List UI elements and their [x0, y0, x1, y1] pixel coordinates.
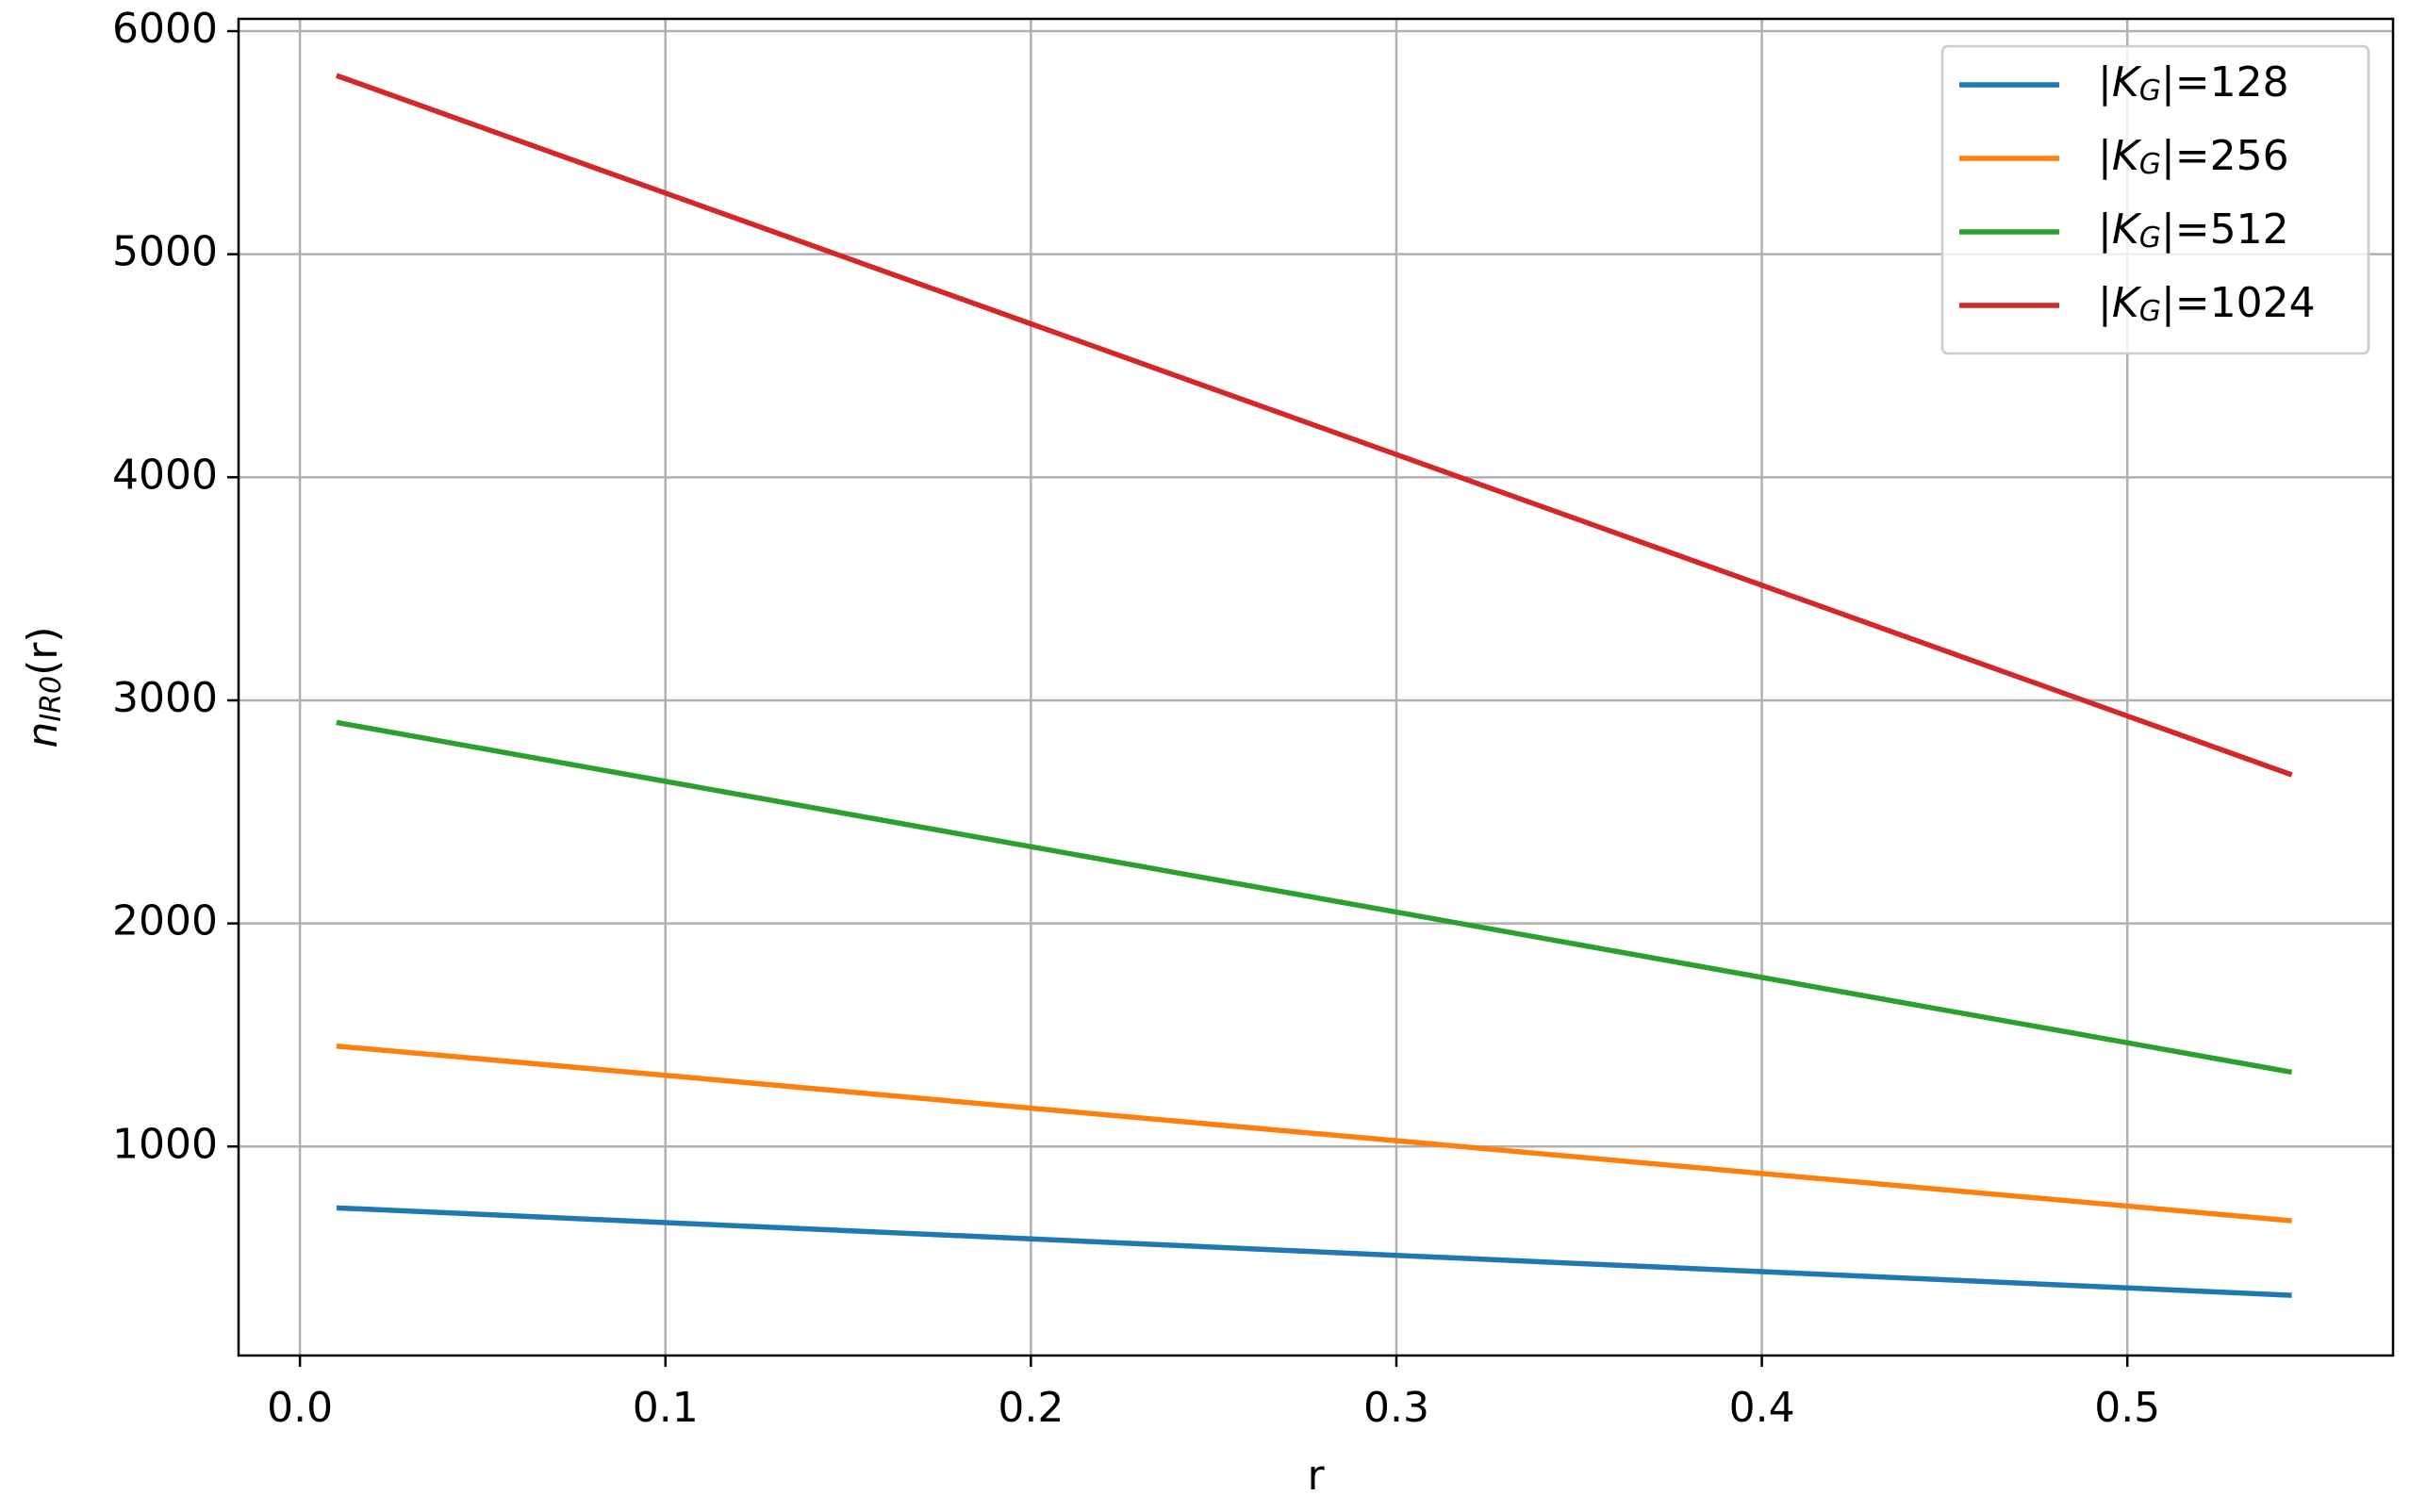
x-tick-label: 0.3: [1363, 1384, 1429, 1432]
y-axis-label: nIR0(r): [19, 626, 68, 748]
legend-label: |KG|=256: [2098, 132, 2289, 181]
y-tick-label: 2000: [112, 897, 218, 945]
y-tick-label: 6000: [112, 5, 218, 53]
x-tick-label: 0.2: [998, 1384, 1064, 1432]
legend-box: [1940, 44, 2370, 355]
plot-frame: [237, 17, 2395, 1357]
y-tick-label: 3000: [112, 674, 218, 722]
x-axis-label: r: [1307, 1452, 1325, 1500]
y-tick-label: 1000: [112, 1120, 218, 1168]
x-tick-label: 0.4: [1729, 1384, 1795, 1432]
y-tick-label: 5000: [112, 228, 218, 276]
y-tick-label: 4000: [112, 451, 218, 499]
series-line: [336, 719, 2293, 1076]
legend-label: |KG|=1024: [2098, 279, 2316, 328]
x-tick-label: 0.5: [2094, 1384, 2160, 1432]
legend-label: |KG|=512: [2098, 205, 2289, 255]
series-line: [336, 1205, 2292, 1298]
series-line: [336, 1044, 2292, 1224]
x-tick-label: 0.1: [633, 1384, 699, 1432]
series-line: [335, 73, 2293, 778]
legend-label: |KG|=128: [2098, 58, 2289, 107]
legend: |KG|=128 |KG|=256 |KG|=512 |KG|=1024: [1940, 44, 2370, 355]
x-tick-label: 0.0: [267, 1384, 333, 1432]
